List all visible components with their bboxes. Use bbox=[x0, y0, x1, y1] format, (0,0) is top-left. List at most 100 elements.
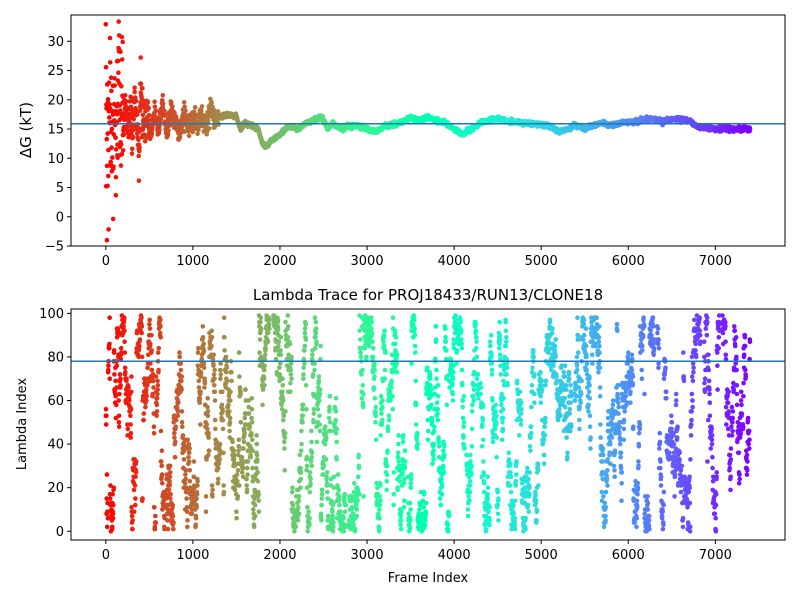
lambda-point bbox=[260, 387, 266, 392]
lambda-point bbox=[258, 319, 263, 325]
lambda-point bbox=[133, 502, 138, 508]
lambda-point bbox=[267, 326, 272, 331]
delta-g-point bbox=[130, 146, 135, 152]
lambda-point bbox=[124, 376, 129, 382]
delta-g-point bbox=[158, 116, 164, 122]
lambda-point bbox=[230, 439, 235, 445]
lambda-point bbox=[201, 341, 206, 347]
lambda-point bbox=[249, 415, 254, 421]
lambda-point bbox=[133, 496, 138, 501]
lambda-point bbox=[301, 365, 307, 371]
delta-g-point bbox=[119, 84, 124, 89]
lambda-point bbox=[242, 430, 247, 436]
lambda-point bbox=[300, 402, 306, 408]
lambda-point bbox=[275, 317, 281, 323]
delta-g-point bbox=[104, 136, 109, 142]
lambda-point bbox=[229, 378, 234, 384]
lambda-point bbox=[261, 376, 267, 382]
lambda-point bbox=[111, 502, 116, 508]
lambda-point bbox=[313, 335, 318, 340]
delta-g-point bbox=[106, 80, 112, 85]
lambda-point bbox=[238, 391, 243, 397]
lambda-point bbox=[300, 413, 306, 419]
lambda-point bbox=[262, 363, 268, 369]
lambda-point bbox=[317, 422, 323, 427]
delta-g-point bbox=[145, 99, 151, 105]
delta-g-point bbox=[109, 145, 114, 150]
lambda-point bbox=[281, 413, 287, 419]
lambda-point bbox=[282, 446, 287, 451]
delta-g-point bbox=[153, 108, 159, 113]
lambda-point bbox=[177, 350, 182, 355]
lambda-point bbox=[318, 511, 324, 517]
lambda-point bbox=[266, 322, 272, 327]
lambda-point bbox=[280, 383, 286, 388]
delta-g-point bbox=[108, 159, 113, 165]
lambda-point bbox=[239, 454, 245, 460]
lambda-point bbox=[241, 446, 246, 451]
delta-g-point bbox=[112, 76, 117, 81]
delta-g-point bbox=[149, 131, 155, 136]
delta-g-point bbox=[166, 128, 171, 133]
lambda-point bbox=[116, 413, 122, 419]
lambda-point bbox=[152, 505, 157, 510]
lambda-point bbox=[299, 441, 304, 447]
delta-g-point bbox=[170, 104, 175, 109]
delta-g-point bbox=[186, 133, 192, 138]
delta-g-point bbox=[130, 134, 136, 139]
lambda-point bbox=[282, 468, 288, 473]
lambda-point bbox=[302, 330, 308, 336]
lambda-point bbox=[242, 426, 247, 432]
lambda-point bbox=[107, 341, 112, 347]
delta-g-y-tick-label: 5 bbox=[56, 181, 64, 196]
lambda-point bbox=[125, 426, 131, 432]
delta-g-point bbox=[181, 100, 187, 105]
lambda-point bbox=[262, 383, 267, 388]
delta-g-point bbox=[106, 147, 111, 153]
lambda-point bbox=[308, 476, 313, 482]
lambda-point bbox=[251, 507, 256, 512]
lambda-point bbox=[170, 513, 176, 519]
delta-g-point bbox=[192, 105, 198, 110]
lambda-point bbox=[276, 343, 281, 349]
lambda-point bbox=[260, 402, 265, 408]
lambda-point bbox=[288, 389, 293, 395]
lambda-point bbox=[282, 439, 287, 445]
lambda-point bbox=[158, 459, 164, 464]
lambda-point bbox=[217, 367, 223, 373]
lambda-point bbox=[313, 326, 319, 331]
lambda-point bbox=[303, 383, 309, 388]
lambda-point bbox=[205, 409, 211, 414]
lambda-point bbox=[198, 369, 204, 375]
delta-g-point bbox=[113, 192, 119, 198]
lambda-point bbox=[211, 372, 217, 377]
lambda-point bbox=[316, 378, 322, 384]
lambda-point bbox=[304, 406, 309, 412]
lambda-point bbox=[180, 424, 185, 430]
lambda-point bbox=[114, 402, 119, 408]
lambda-point bbox=[153, 374, 159, 379]
lambda-point bbox=[159, 448, 165, 454]
lambda-point bbox=[179, 378, 184, 384]
lambda-point bbox=[141, 411, 147, 416]
lambda-point bbox=[314, 339, 319, 345]
lambda-point bbox=[307, 522, 312, 527]
lambda-point bbox=[234, 515, 239, 521]
delta-g-point bbox=[119, 57, 125, 62]
delta-g-point bbox=[157, 128, 162, 133]
lambda-point bbox=[245, 472, 250, 477]
lambda-point bbox=[143, 387, 149, 392]
delta-g-point bbox=[104, 237, 110, 243]
lambda-point bbox=[239, 470, 245, 475]
delta-g-point bbox=[205, 118, 211, 124]
lambda-point bbox=[186, 454, 191, 460]
delta-g-point bbox=[160, 101, 166, 106]
lambda-point bbox=[320, 487, 325, 493]
lambda-point bbox=[249, 420, 255, 425]
lambda-point bbox=[219, 402, 225, 408]
lambda-point bbox=[131, 509, 137, 514]
lambda-point bbox=[202, 380, 208, 386]
lambda-point bbox=[220, 389, 225, 395]
lambda-point bbox=[149, 348, 154, 353]
lambda-point bbox=[236, 483, 242, 488]
